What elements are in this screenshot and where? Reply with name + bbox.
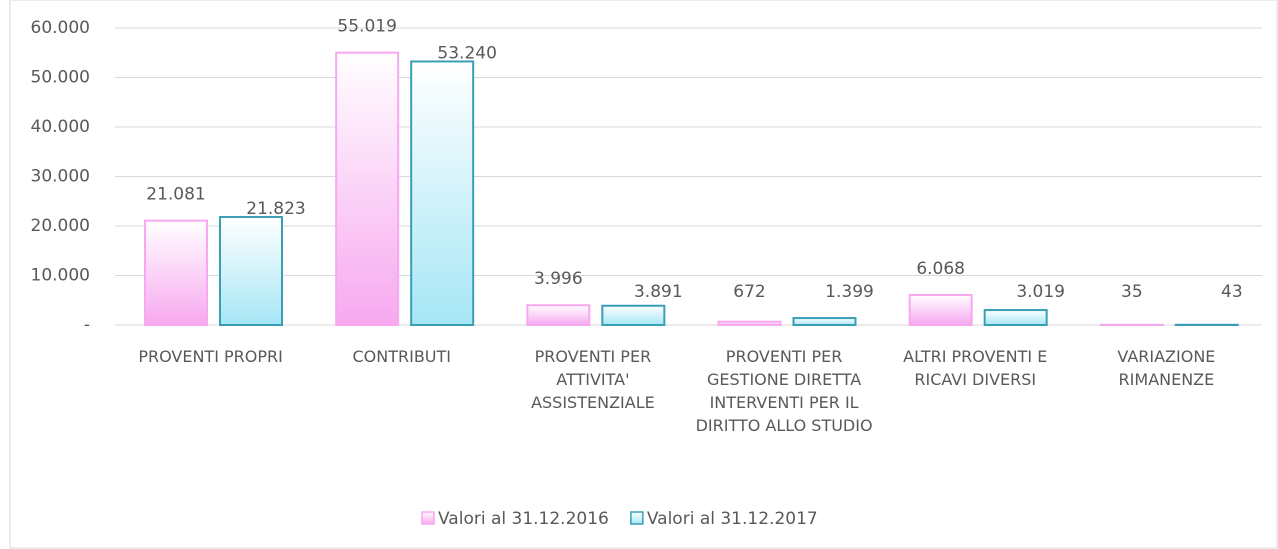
data-label: 55.019	[337, 17, 396, 37]
x-tick-label: CONTRIBUTI	[352, 347, 452, 366]
bar	[601, 304, 666, 327]
bar	[717, 320, 782, 327]
x-tick-label: VARIAZIONE RIMANENZE	[1117, 347, 1216, 389]
data-label: 3.891	[634, 282, 683, 302]
bar	[526, 304, 591, 326]
data-label: 43	[1221, 282, 1243, 302]
bar	[908, 293, 973, 327]
x-tick-label: ALTRI PROVENTI E RICAVI DIVERSI	[903, 347, 1048, 389]
bar	[792, 317, 857, 327]
data-label: 35	[1121, 282, 1143, 302]
data-label: 3.019	[1016, 282, 1065, 302]
data-label: 6.068	[916, 259, 965, 279]
bar	[144, 219, 208, 326]
data-label: 21.081	[146, 185, 205, 205]
bar	[335, 51, 400, 327]
data-label: 1.399	[825, 282, 874, 302]
x-tick-label: PROVENTI PROPRI	[138, 347, 283, 366]
legend-swatch	[421, 511, 435, 525]
y-tick-label: 50.000	[31, 68, 90, 88]
y-tick-label: 30.000	[31, 167, 90, 187]
data-label: 3.996	[534, 269, 583, 289]
data-label: 53.240	[437, 43, 496, 63]
y-tick-label: 10.000	[31, 266, 90, 286]
y-tick-label: -	[84, 315, 90, 335]
y-tick-label: 40.000	[31, 117, 90, 137]
data-label: 21.823	[246, 199, 305, 219]
chart-border	[9, 0, 1278, 549]
y-tick-label: 20.000	[31, 216, 90, 236]
bar	[983, 309, 1048, 326]
legend-label: Valori al 31.12.2017	[647, 509, 818, 529]
bar	[410, 60, 475, 326]
legend-swatch	[630, 511, 644, 525]
x-tick-label: PROVENTI PER GESTIONE DIRETTA INTERVENTI…	[695, 347, 873, 435]
bar	[219, 215, 283, 326]
x-tick-label: PROVENTI PER ATTIVITA' ASSISTENZIALE	[531, 347, 655, 412]
data-label: 672	[733, 282, 765, 302]
legend-label: Valori al 31.12.2016	[438, 509, 609, 529]
y-tick-label: 60.000	[31, 18, 90, 38]
